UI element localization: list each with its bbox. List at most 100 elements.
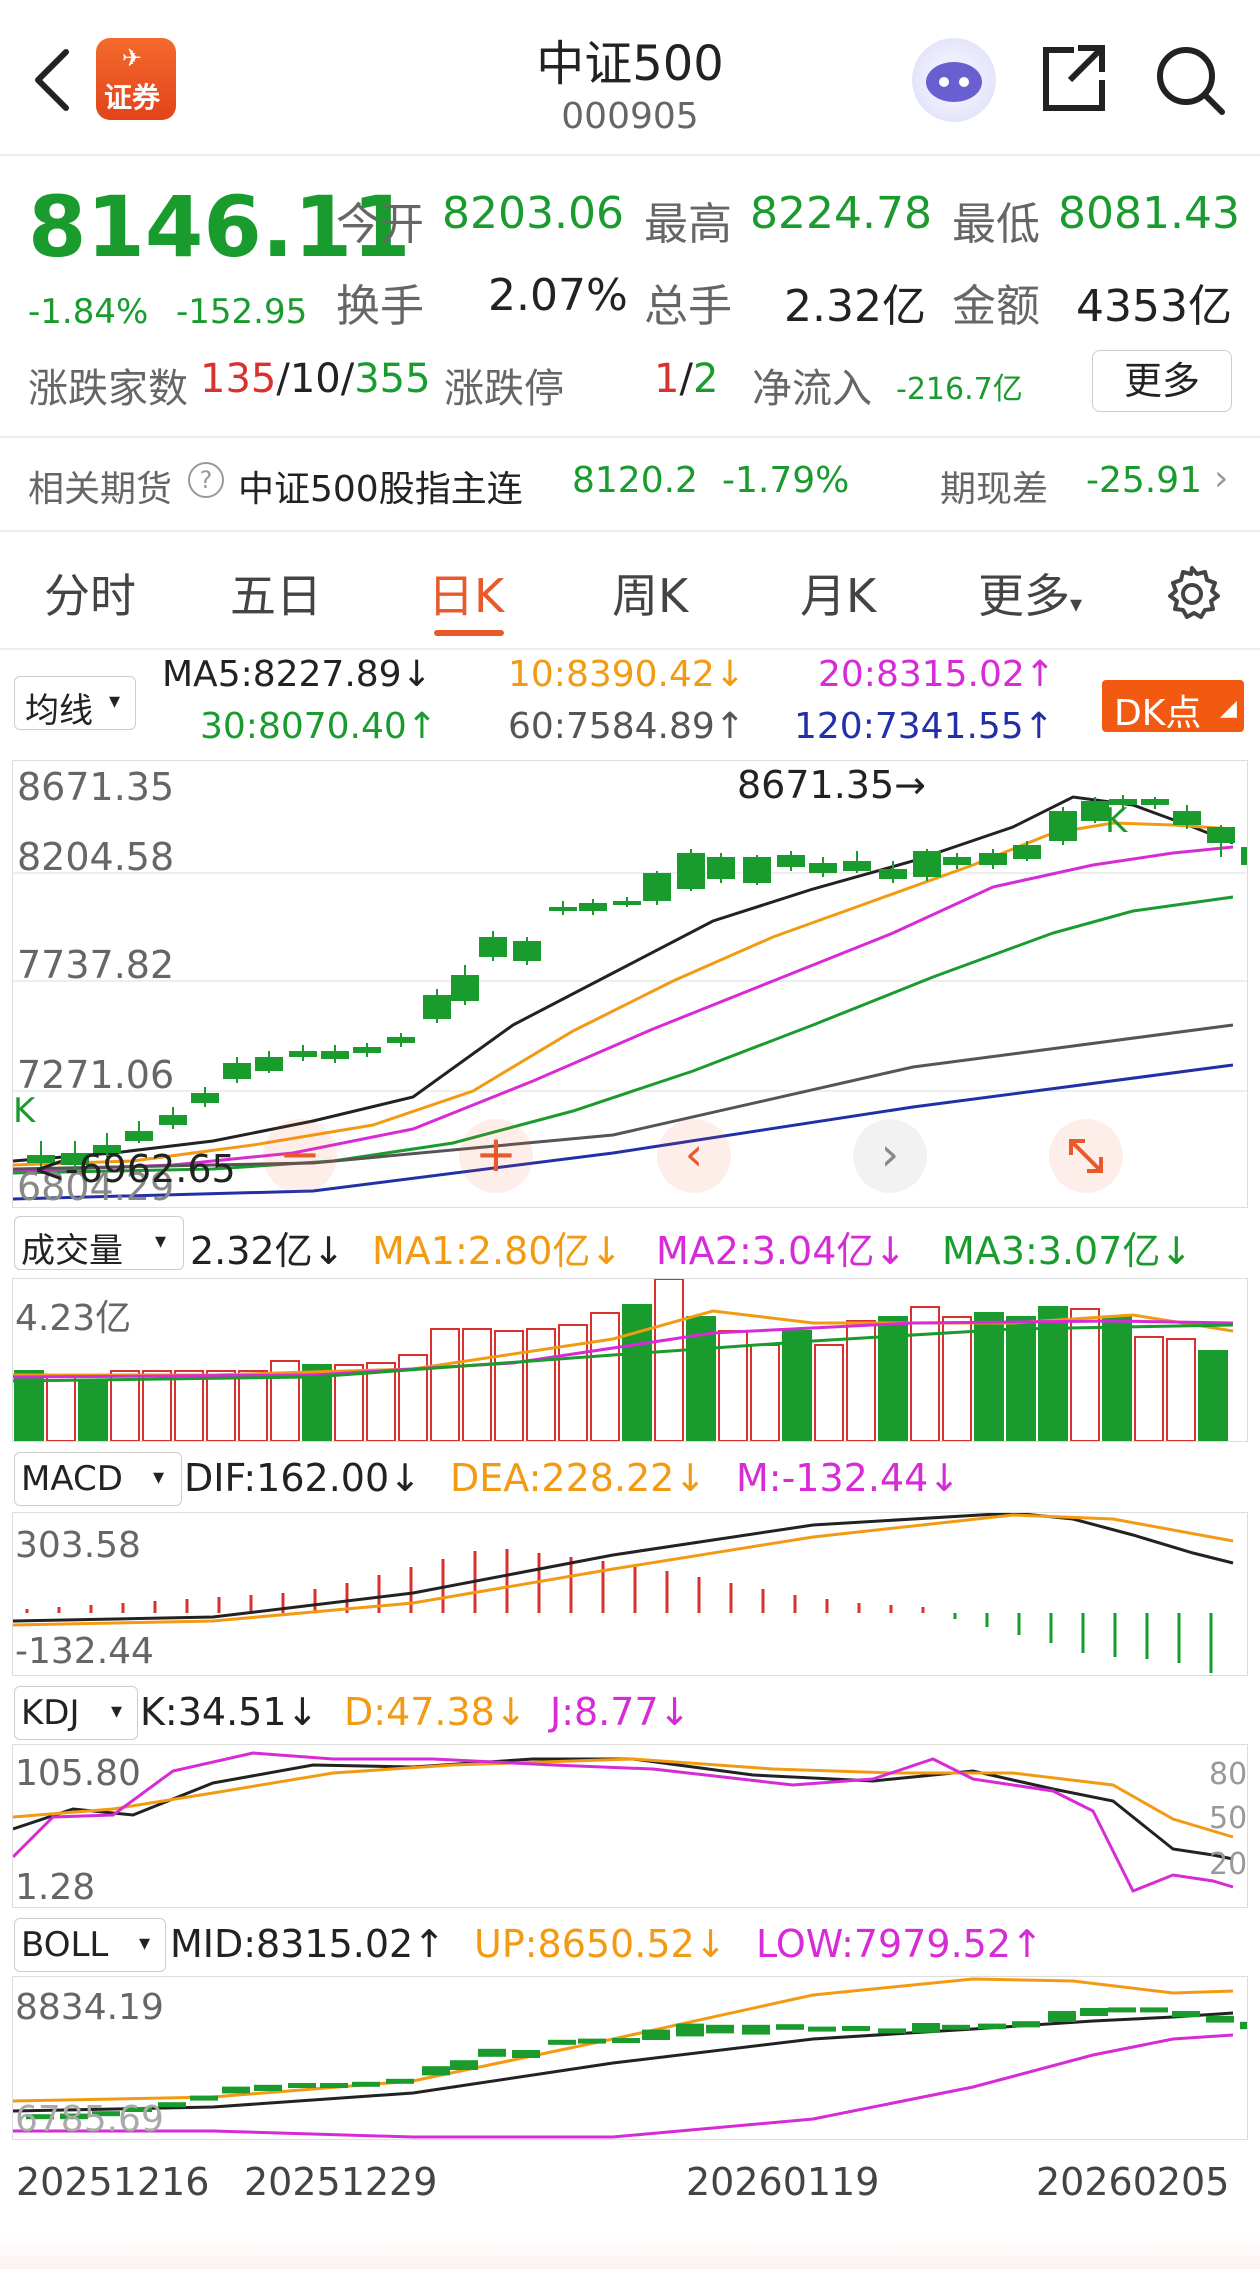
volume-bar <box>14 1370 44 1441</box>
kdj-k-line <box>13 1757 1234 1861</box>
volume-bar <box>782 1330 812 1441</box>
boll-axis-bottom: 6785.69 <box>15 2099 164 2140</box>
boll-candle <box>386 2078 414 2084</box>
macd-dea: DEA:228.22↓ <box>450 1456 707 1500</box>
share-button[interactable] <box>1038 40 1110 118</box>
tab-weekly-k[interactable]: 周K <box>612 569 689 623</box>
macd-axis-top: 303.58 <box>15 1525 141 1566</box>
volume-bar <box>238 1370 268 1441</box>
candle-body <box>1049 811 1077 841</box>
chart-settings-button[interactable] <box>1162 564 1222 624</box>
boll-candle <box>706 2024 734 2034</box>
tab-five-day[interactable]: 五日 <box>230 569 322 623</box>
zoom-in-button[interactable]: + <box>459 1119 533 1193</box>
dk-point-button[interactable]: DK点 ◢ <box>1102 680 1244 734</box>
breadth-label: 涨跌家数 <box>28 366 188 412</box>
candle-body <box>1109 799 1137 805</box>
limit-values: 1/2 <box>654 356 718 402</box>
kline-panel[interactable]: 8671.35 8204.58 7737.82 7271.06 6804.29 … <box>12 760 1248 1209</box>
boll-candle <box>676 2023 704 2037</box>
fullscreen-button[interactable] <box>1049 1119 1123 1193</box>
scroll-left-button[interactable]: ‹ <box>657 1119 731 1193</box>
boll-panel[interactable]: 8834.19 6785.69 <box>12 1976 1248 2140</box>
candle-body <box>387 1037 415 1043</box>
candle-body <box>677 853 705 889</box>
candle-body <box>321 1051 349 1059</box>
assistant-avatar[interactable] <box>912 38 996 122</box>
boll-candle <box>742 2024 770 2035</box>
candle-body <box>1241 847 1247 865</box>
volume-select[interactable]: 成交量 ▾ <box>14 1216 184 1271</box>
price-axis-label: 6804.29 <box>17 1165 175 1209</box>
inflow-label: 净流入 <box>752 366 872 412</box>
tab-monthly-k[interactable]: 月K <box>800 569 877 623</box>
k-signal-mark: K <box>1105 801 1128 841</box>
kdj-panel[interactable]: 105.80 1.28 80 50 20 <box>12 1744 1248 1908</box>
search-button[interactable] <box>1154 40 1230 120</box>
index-code: 000905 <box>561 96 699 137</box>
volume-current: 2.32亿↓ <box>190 1229 345 1273</box>
scroll-right-button[interactable]: › <box>853 1119 927 1193</box>
boll-candle <box>1108 2007 1136 2013</box>
futures-row[interactable]: 相关期货 ? 中证500股指主连 8120.2 -1.79% 期现差 -25.9… <box>0 440 1260 524</box>
zoom-out-button[interactable]: − <box>263 1119 337 1193</box>
volume-bar <box>1198 1350 1228 1441</box>
bottom-fade <box>0 2230 1260 2269</box>
candle-body <box>61 1153 89 1165</box>
period-high-annotation: 8671.35→ <box>737 763 926 807</box>
macd-panel[interactable]: 303.58 -132.44 <box>12 1512 1248 1676</box>
page-title: 中证500 <box>536 36 724 92</box>
ma60-label: 60:7584.89↑ <box>508 706 745 747</box>
tab-more[interactable]: 更多▾ <box>978 560 1082 626</box>
kdj-select[interactable]: KDJ ▾ <box>14 1686 138 1740</box>
boll-candle <box>612 2038 640 2043</box>
macd-chart <box>13 1513 1234 1673</box>
ma20-label: 20:8315.02↑ <box>818 654 1055 695</box>
amount-value: 4353亿 <box>1076 281 1232 332</box>
breadth-sep: / <box>340 356 355 402</box>
macd-dif-line <box>13 1513 1234 1623</box>
kline-grid <box>13 872 1247 1092</box>
macd-select[interactable]: MACD ▾ <box>14 1452 182 1506</box>
boll-candle <box>92 2111 120 2117</box>
kdj-j-line <box>13 1751 1234 1893</box>
volume-ma3-line <box>13 1323 1234 1383</box>
candle-body <box>1207 827 1235 843</box>
inflow-value: -216.7亿 <box>896 372 1023 407</box>
ma5-label: MA5:8227.89↓ <box>162 654 432 695</box>
boll-candle <box>124 2107 152 2112</box>
robot-icon <box>926 62 982 102</box>
kdj-chart <box>13 1751 1234 1893</box>
breadth-sep: / <box>276 356 290 402</box>
ma-select[interactable]: 均线 ▾ <box>14 676 136 731</box>
candle-body <box>451 975 479 1001</box>
candle-body <box>549 907 577 911</box>
boll-candle <box>352 2081 380 2087</box>
candle-body <box>579 903 607 911</box>
macd-dif: DIF:162.00↓ <box>184 1456 421 1500</box>
tab-daily-k[interactable]: 日K <box>428 569 505 623</box>
change-percent: -1.84% <box>28 292 149 332</box>
share-icon <box>1043 45 1105 111</box>
kdj-level-label: 50 <box>1209 1801 1248 1836</box>
candle-body <box>479 937 507 957</box>
candle-body <box>879 869 907 879</box>
more-button[interactable]: 更多 <box>1092 350 1232 412</box>
volume-ma1-line <box>13 1309 1234 1377</box>
volume-label: 总手 <box>644 281 732 332</box>
boll-mid: MID:8315.02↑ <box>170 1922 446 1966</box>
back-button[interactable] <box>22 40 82 120</box>
boll-candle <box>190 2095 218 2101</box>
boll-select[interactable]: BOLL ▾ <box>14 1918 166 1972</box>
candle-body <box>843 861 871 871</box>
volume-panel[interactable]: 4.23亿 <box>12 1278 1248 1442</box>
breadth-flat: 10 <box>289 356 341 402</box>
volume-bar <box>1070 1308 1100 1441</box>
tab-intraday[interactable]: 分时 <box>44 569 136 623</box>
candle-body <box>777 855 805 867</box>
volume-bar <box>78 1380 108 1441</box>
chevron-right-icon: › <box>1214 458 1229 499</box>
boll-candle <box>512 2050 540 2058</box>
boll-candle <box>978 2023 1006 2030</box>
volume-bar <box>974 1312 1004 1441</box>
